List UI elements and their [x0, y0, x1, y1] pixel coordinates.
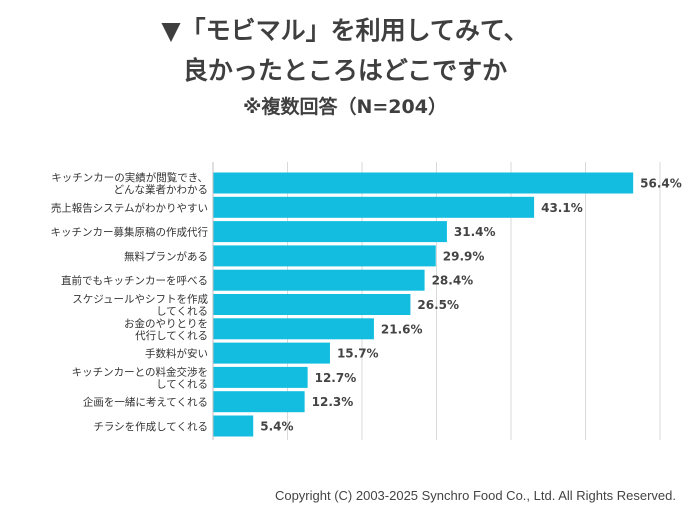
data-label: 31.4%: [454, 225, 496, 239]
data-label: 29.9%: [443, 249, 485, 263]
bar: [213, 196, 535, 218]
bar: [213, 342, 330, 364]
category-label: チラシを作成してくれる: [93, 421, 208, 433]
category-label: 売上報告システムがわかりやすい: [51, 201, 208, 214]
category-label: 手数料が安い: [145, 347, 208, 360]
category-label: 無料プランがある: [124, 250, 208, 263]
bar: [213, 245, 436, 267]
data-label: 5.4%: [260, 420, 293, 434]
bar: [213, 415, 254, 437]
chart-title-line-1: ▼「モビマル」を利用してみて、: [161, 16, 529, 45]
category-label: キッチンカーの実績が閲覧でき、: [51, 171, 208, 184]
data-label: 43.1%: [541, 201, 583, 215]
category-label: 直前でもキッチンカーを呼べる: [61, 274, 208, 287]
bar: [213, 269, 425, 291]
category-label: スケジュールやシフトを作成: [72, 294, 208, 306]
bar: [213, 221, 447, 243]
bar: [213, 366, 308, 388]
data-label: 28.4%: [432, 274, 474, 288]
data-label: 12.7%: [315, 371, 357, 385]
category-label: してくれる: [156, 306, 208, 318]
bar: [213, 318, 374, 340]
category-label: キッチンカーとの料金交渉を: [72, 365, 208, 378]
bar: [213, 391, 305, 413]
data-label: 15.7%: [337, 347, 379, 361]
chart-title-line-2: 良かったところはどこですか: [182, 56, 508, 85]
data-label: 26.5%: [417, 298, 459, 312]
chart-subtitle: ※複数回答（N=204）: [243, 96, 447, 118]
data-label: 56.4%: [640, 177, 682, 191]
category-label: お金のやりとりを: [124, 317, 208, 330]
bar: [213, 294, 411, 315]
category-label: してくれる: [156, 378, 208, 390]
data-label: 21.6%: [381, 322, 423, 336]
bar: [213, 172, 634, 194]
data-label: 12.3%: [312, 395, 354, 409]
copyright-footer: Copyright (C) 2003-2025 Synchro Food Co.…: [274, 488, 676, 503]
category-label: 代行してくれる: [135, 329, 208, 342]
category-label: キッチンカー募集原稿の作成代行: [51, 226, 209, 239]
bar-chart: 56.4% キッチンカーの実績が閲覧でき、どんな業者かわかる 43.1% 売上報告シス…: [51, 162, 682, 440]
category-label: どんな業者かわかる: [114, 183, 209, 196]
category-label: 企画を一緒に考えてくれる: [83, 396, 208, 409]
